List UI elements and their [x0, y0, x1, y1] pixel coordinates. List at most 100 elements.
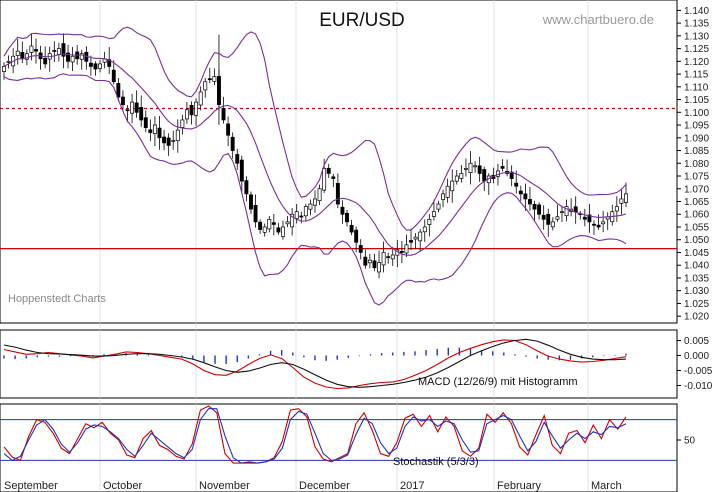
candle-body	[262, 226, 267, 233]
candle-body	[130, 101, 135, 114]
candle-body	[518, 190, 523, 195]
candle-body	[290, 213, 295, 228]
candle-body	[276, 227, 281, 233]
candle-body	[624, 193, 628, 203]
candle-body	[198, 91, 203, 106]
stochastic-y-tick-label: 50	[684, 436, 696, 447]
stochastic-label: Stochastik (5/3/3)	[393, 456, 479, 468]
candle-body	[619, 198, 624, 204]
candle-body	[98, 63, 102, 69]
candle-body	[322, 168, 327, 191]
candle-body	[431, 211, 436, 217]
candle-body	[363, 256, 368, 266]
candle-body	[125, 109, 130, 112]
candle-body	[413, 236, 418, 240]
candle-body	[143, 117, 148, 128]
candle-body	[308, 203, 313, 210]
price-y-tick-label: 1.080	[684, 159, 709, 170]
candle-body	[294, 211, 299, 219]
candle-body	[175, 129, 180, 141]
month-labels: September October November December 2017…	[4, 480, 622, 492]
candles	[2, 33, 628, 279]
price-layer	[0, 26, 677, 306]
price-y-tick-label: 1.105	[684, 95, 709, 106]
month-label-2017: 2017	[400, 480, 424, 492]
candle-body	[473, 165, 478, 168]
candle-body	[482, 169, 487, 182]
candle-body	[226, 123, 231, 136]
macd-label: MACD (12/26/9) mit Histogramm	[418, 376, 578, 388]
candle-body	[592, 223, 596, 226]
candle-body	[349, 225, 354, 233]
month-label-march: March	[591, 480, 622, 492]
candle-body	[537, 204, 542, 215]
candle-body	[6, 60, 11, 63]
candle-body	[93, 63, 98, 70]
candle-body	[326, 167, 331, 174]
candle-body	[258, 221, 263, 230]
candle-body	[52, 50, 57, 52]
candle-body	[509, 171, 514, 179]
macd-signal-line	[3, 338, 627, 388]
candle-body	[450, 180, 455, 192]
candle-body	[477, 165, 482, 174]
candle-body	[587, 214, 592, 223]
macd-panel-frame	[0, 329, 678, 399]
candle-body	[459, 173, 464, 179]
candle-body	[281, 226, 285, 237]
candle-body	[358, 245, 363, 253]
candle-body	[345, 212, 349, 223]
stochastic-layer	[0, 405, 677, 464]
price-panel-frame	[0, 0, 678, 324]
candle-body	[120, 96, 125, 106]
price-y-tick-label: 1.130	[684, 31, 709, 42]
candle-body	[454, 175, 459, 182]
bollinger-upper	[3, 26, 627, 231]
price-y-tick-label: 1.040	[684, 261, 709, 272]
candle-body	[162, 136, 167, 144]
candle-body	[409, 240, 413, 243]
candle-body	[61, 43, 66, 57]
candle-body	[271, 222, 276, 225]
candle-body	[514, 182, 519, 187]
candle-body	[111, 69, 116, 83]
candle-body	[34, 49, 38, 52]
candle-body	[2, 66, 6, 72]
price-y-tick-label: 1.025	[684, 299, 709, 310]
candle-body	[555, 216, 560, 220]
month-label-november: November	[199, 480, 250, 492]
candle-body	[390, 254, 395, 260]
candle-body	[541, 214, 546, 220]
watermark-text: www.chartbuero.de	[542, 12, 654, 27]
bollinger-lower	[3, 73, 627, 306]
candle-body	[340, 206, 345, 215]
candle-body	[523, 193, 528, 200]
candle-body	[253, 204, 258, 223]
candle-body	[235, 154, 240, 164]
candle-body	[596, 224, 601, 228]
candle-body	[546, 213, 551, 225]
candle-body	[230, 136, 235, 151]
candle-body	[386, 256, 391, 258]
candle-body	[354, 229, 359, 243]
candle-body	[24, 53, 29, 60]
candle-body	[203, 81, 208, 91]
price-y-tick-label: 1.030	[684, 286, 709, 297]
candle-body	[285, 221, 290, 225]
price-y-tick-label: 1.120	[684, 57, 709, 68]
price-y-tick-label: 1.125	[684, 44, 709, 55]
chart-title: EUR/USD	[319, 10, 405, 31]
price-y-tick-label: 1.135	[684, 19, 709, 30]
candle-body	[573, 206, 578, 213]
macd-y-tick-label: 0.000	[684, 351, 709, 362]
candle-body	[468, 162, 473, 174]
candle-body	[79, 53, 84, 60]
candle-body	[221, 107, 226, 121]
candle-body	[88, 62, 93, 67]
month-label-october: October	[103, 480, 142, 492]
candle-body	[313, 198, 317, 206]
candle-body	[56, 48, 61, 55]
candle-body	[157, 127, 162, 139]
candle-body	[564, 206, 569, 217]
candle-body	[372, 260, 377, 269]
